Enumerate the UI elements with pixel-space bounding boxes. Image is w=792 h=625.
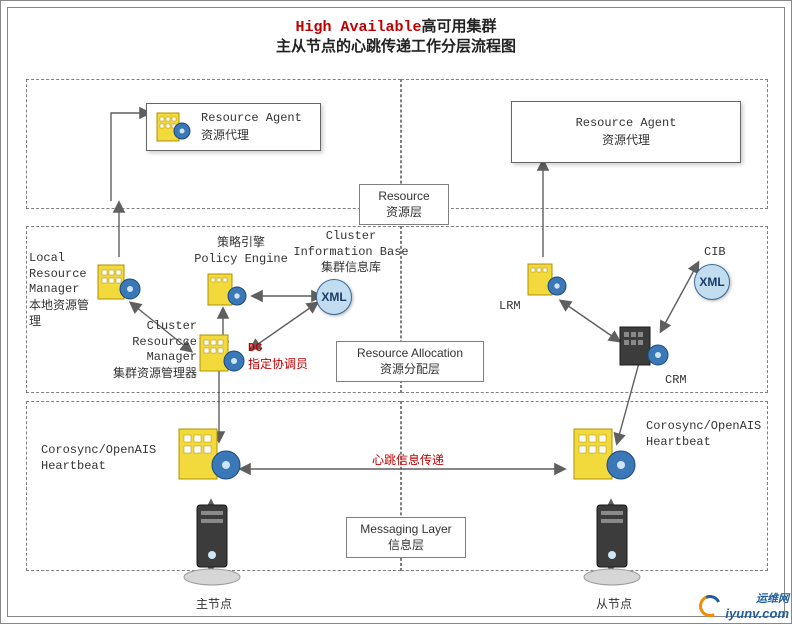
dc-zh: 指定协调员 [248,357,308,371]
cib-right-label: CIB [704,245,726,261]
xml-right-text: XML [699,275,724,289]
title-ha-en: High Available [295,19,421,36]
policy-en: Policy Engine [194,252,288,266]
xml-left-text: XML [321,290,346,304]
ra-left-en: Resource Agent [201,110,302,127]
title-line-2: 主从节点的心跳传递工作分层流程图 [1,35,791,56]
crm-left-icon [198,329,248,378]
node-resource-agent-right: Resource Agent 资源代理 [511,101,741,163]
layer-label-resource-zh: 资源层 [370,205,438,221]
cib-left-label: ClusterInformation Base集群信息库 [291,229,411,277]
cib-left-zh: 集群信息库 [321,260,381,274]
xml-circle-left: XML [316,279,352,315]
ra-right-en: Resource Agent [520,115,732,132]
diagram-canvas: High Available高可用集群 主从节点的心跳传递工作分层流程图 Res… [0,0,792,624]
title-ha-zh: 高可用集群 [422,18,497,35]
layer-label-msg-zh: 信息层 [357,538,455,554]
heartbeat-right-label: Corosync/OpenAISHeartbeat [646,419,761,450]
master-node-label: 主节点 [196,597,232,613]
lrm-right-icon [526,259,570,302]
title-line-1: High Available高可用集群 [1,15,791,36]
crm-right-label: CRM [665,373,687,389]
lrm-right-label: LRM [499,299,521,315]
watermark: 运维网 iyunv.com [699,590,789,621]
policy-label: 策略引擎 Policy Engine [191,235,291,267]
crm-left-label: ClusterResourcceManager集群资源管理器 [107,319,197,382]
heartbeat-transfer-label: 心跳信息传递 [363,453,453,469]
policy-zh: 策略引擎 [217,235,265,249]
server-right-icon [579,501,649,596]
xml-circle-right: XML [694,264,730,300]
ra-right-zh: 资源代理 [520,132,732,149]
crm-right-icon [618,321,674,374]
watermark-arc-icon [696,591,724,619]
layer-label-msg-en: Messaging Layer [357,522,455,538]
dc-label: DC 指定协调员 [248,341,308,373]
server-left-icon [179,501,249,596]
layer-label-resource-en: Resource [370,189,438,205]
heartbeat-right-icon [571,421,641,488]
policy-icon [206,269,250,312]
watermark-zh: 运维网 [725,590,789,606]
lrm-left-zh: 本地资源管理 [29,298,89,329]
watermark-url: iyunv.com [725,606,789,621]
dc-en: DC [248,341,262,355]
layer-label-alloc: Resource Allocation 资源分配层 [336,341,484,382]
ra-left-zh: 资源代理 [201,127,302,144]
lrm-left-icon [96,259,144,306]
slave-node-label: 从节点 [596,597,632,613]
node-resource-agent-left: Resource Agent 资源代理 [146,103,321,151]
building-icon [155,107,193,148]
lrm-left-label: LocalResourceManager本地资源管理 [29,251,99,331]
layer-label-msg: Messaging Layer 信息层 [346,517,466,558]
heartbeat-left-icon [176,421,246,488]
layer-label-alloc-en: Resource Allocation [347,346,473,362]
layer-label-resource: Resource 资源层 [359,184,449,225]
heartbeat-left-label: Corosync/OpenAISHeartbeat [41,443,156,474]
layer-label-alloc-zh: 资源分配层 [347,362,473,378]
crm-left-zh: 集群资源管理器 [113,366,197,380]
